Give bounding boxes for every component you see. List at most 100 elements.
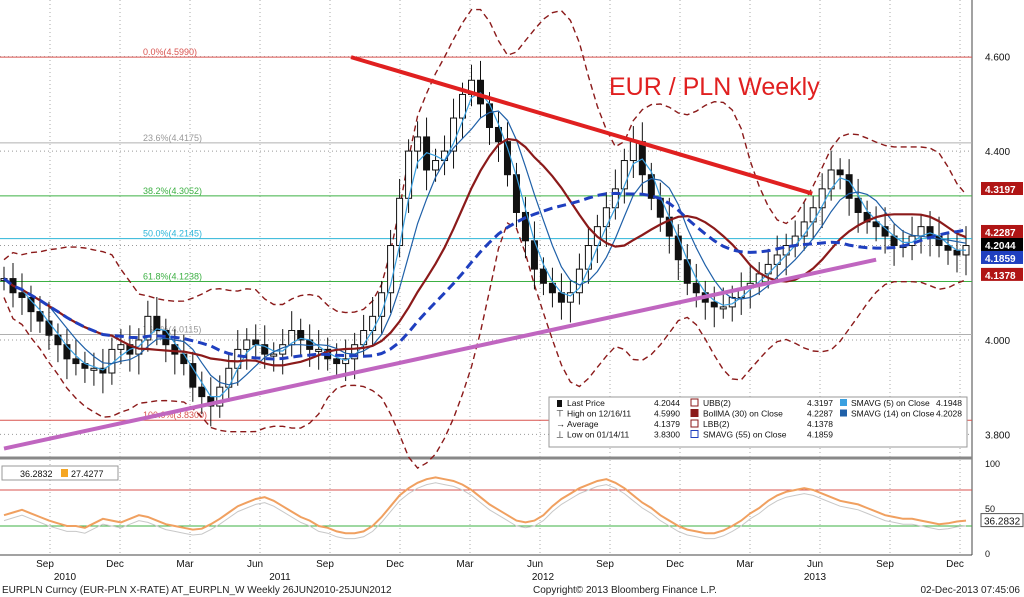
candle-body [270,353,278,357]
month-tick-label: Mar [736,559,754,570]
candle-body [414,136,422,152]
candle-body [252,339,260,346]
legend-candle-icon [557,400,562,407]
month-tick-label: Dec [666,559,684,570]
candle-body [602,207,610,228]
osc-value-secondary: 27.4277 [71,469,104,479]
price-tag-bg [981,237,1023,251]
legend-label: SMAVG (14) on Close [851,409,935,419]
price-tag-bg [981,267,1023,281]
upper-band [3,8,967,314]
month-tick-label: Sep [316,559,334,570]
legend-frame [548,396,968,448]
osc-last-tag-bg [980,513,1024,528]
price-tag: 4.1378 [985,271,1016,282]
candle-body [297,330,305,341]
fib-label: 76.4%(4.0115) [143,325,201,335]
legend-value: 4.2028 [936,409,962,419]
legend-value: 3.8300 [654,430,680,440]
candle-body [72,358,80,365]
legend-swatch [690,419,699,428]
candle-body [719,306,727,310]
candle-body [647,174,655,199]
candle-body [396,197,404,247]
legend-swatch [840,409,847,417]
candle-body [333,358,341,365]
year-tick-label: 2013 [804,572,827,583]
candle-body [521,211,529,242]
price-tick-label: 4.000 [985,336,1010,347]
legend-swatch [690,430,699,438]
candle-body [315,348,323,352]
candle-body [54,334,62,346]
footer: EURPLN Curncy (EUR-PLN X-RATE) AT_EURPLN… [2,585,1020,596]
candle-body [548,282,556,294]
legend-label: BollMA (30) on Close [703,409,783,419]
month-tick-label: Mar [176,559,194,570]
candle-body [566,292,574,303]
candle-body [153,315,161,332]
chart-title: EUR / PLN Weekly [609,73,820,101]
fib-label: 38.2%(4.3052) [143,186,202,196]
osc-swatch [61,469,68,477]
candle-body [674,235,682,261]
candle-body [917,226,925,237]
candle-body [261,344,269,355]
candle-body [692,282,700,294]
fib-label: 61.8%(4.1238) [143,272,202,282]
legend-swatch [690,409,699,417]
legend-box: Last Price 4.2044 ⊤ High on 12/16/11 4.5990 →… [548,396,968,448]
legend-value: 4.5990 [654,409,680,419]
legend-label: Average [567,419,599,429]
candle-body [800,221,808,237]
price-tick-label: 4.600 [985,53,1010,64]
legend-marker-icon: ⊤ [556,409,564,419]
osc-value-box [1,465,119,481]
candle-body [512,174,520,213]
candle-body [629,141,637,162]
fib-label: 50.0%(4.2145) [143,229,202,239]
osc-tick-label: 100 [985,459,1000,469]
candle-body [557,292,565,303]
candle-body [63,344,71,360]
price-tag: 4.2287 [985,228,1016,239]
candle-body [620,160,628,190]
candle-body [477,79,485,105]
candle-body [854,197,862,213]
candle-body [189,363,197,388]
price-tick-label: 3.800 [985,430,1010,441]
trendline-resistance [350,55,813,196]
month-tick-label: Dec [106,559,124,570]
candle-body [342,358,350,365]
price-tag: 4.3197 [985,185,1016,196]
candle-body [117,344,125,350]
candle-body [432,160,440,171]
candle-body [638,141,646,176]
lower-band [3,222,967,469]
candle-body [611,188,619,209]
footer-security: EURPLN Curncy (EUR-PLN X-RATE) AT_EURPLN… [2,585,392,596]
legend-swatch [690,398,699,407]
legend-label: Last Price [567,398,605,408]
candle-body [809,207,817,223]
footer-timestamp: 02-Dec-2013 07:45:06 [920,585,1020,596]
legend-value: 4.3197 [807,398,833,408]
osc-value-primary: 36.2832 [20,469,53,479]
time-axis: Sep Dec Mar Jun Sep Dec Mar Jun Sep Dec Mar Jun Sep D… [36,559,964,583]
candle-body [872,221,880,228]
price-tag: 4.2044 [985,241,1016,252]
fib-label: 0.0%(4.5990) [143,47,197,57]
candle-body [18,292,26,298]
trendlines [3,55,877,451]
candle-body [27,296,35,313]
legend-marker-icon: ⊥ [556,430,564,440]
legend-value: 4.2287 [807,409,833,419]
candle-body [144,315,152,341]
osc-tick-label: 50 [985,504,995,514]
candle-body [360,330,368,346]
legend-label: UBB(2) [703,398,731,408]
price-tag-bg [981,224,1023,238]
sma14-line [3,110,967,386]
month-tick-label: Sep [876,559,894,570]
